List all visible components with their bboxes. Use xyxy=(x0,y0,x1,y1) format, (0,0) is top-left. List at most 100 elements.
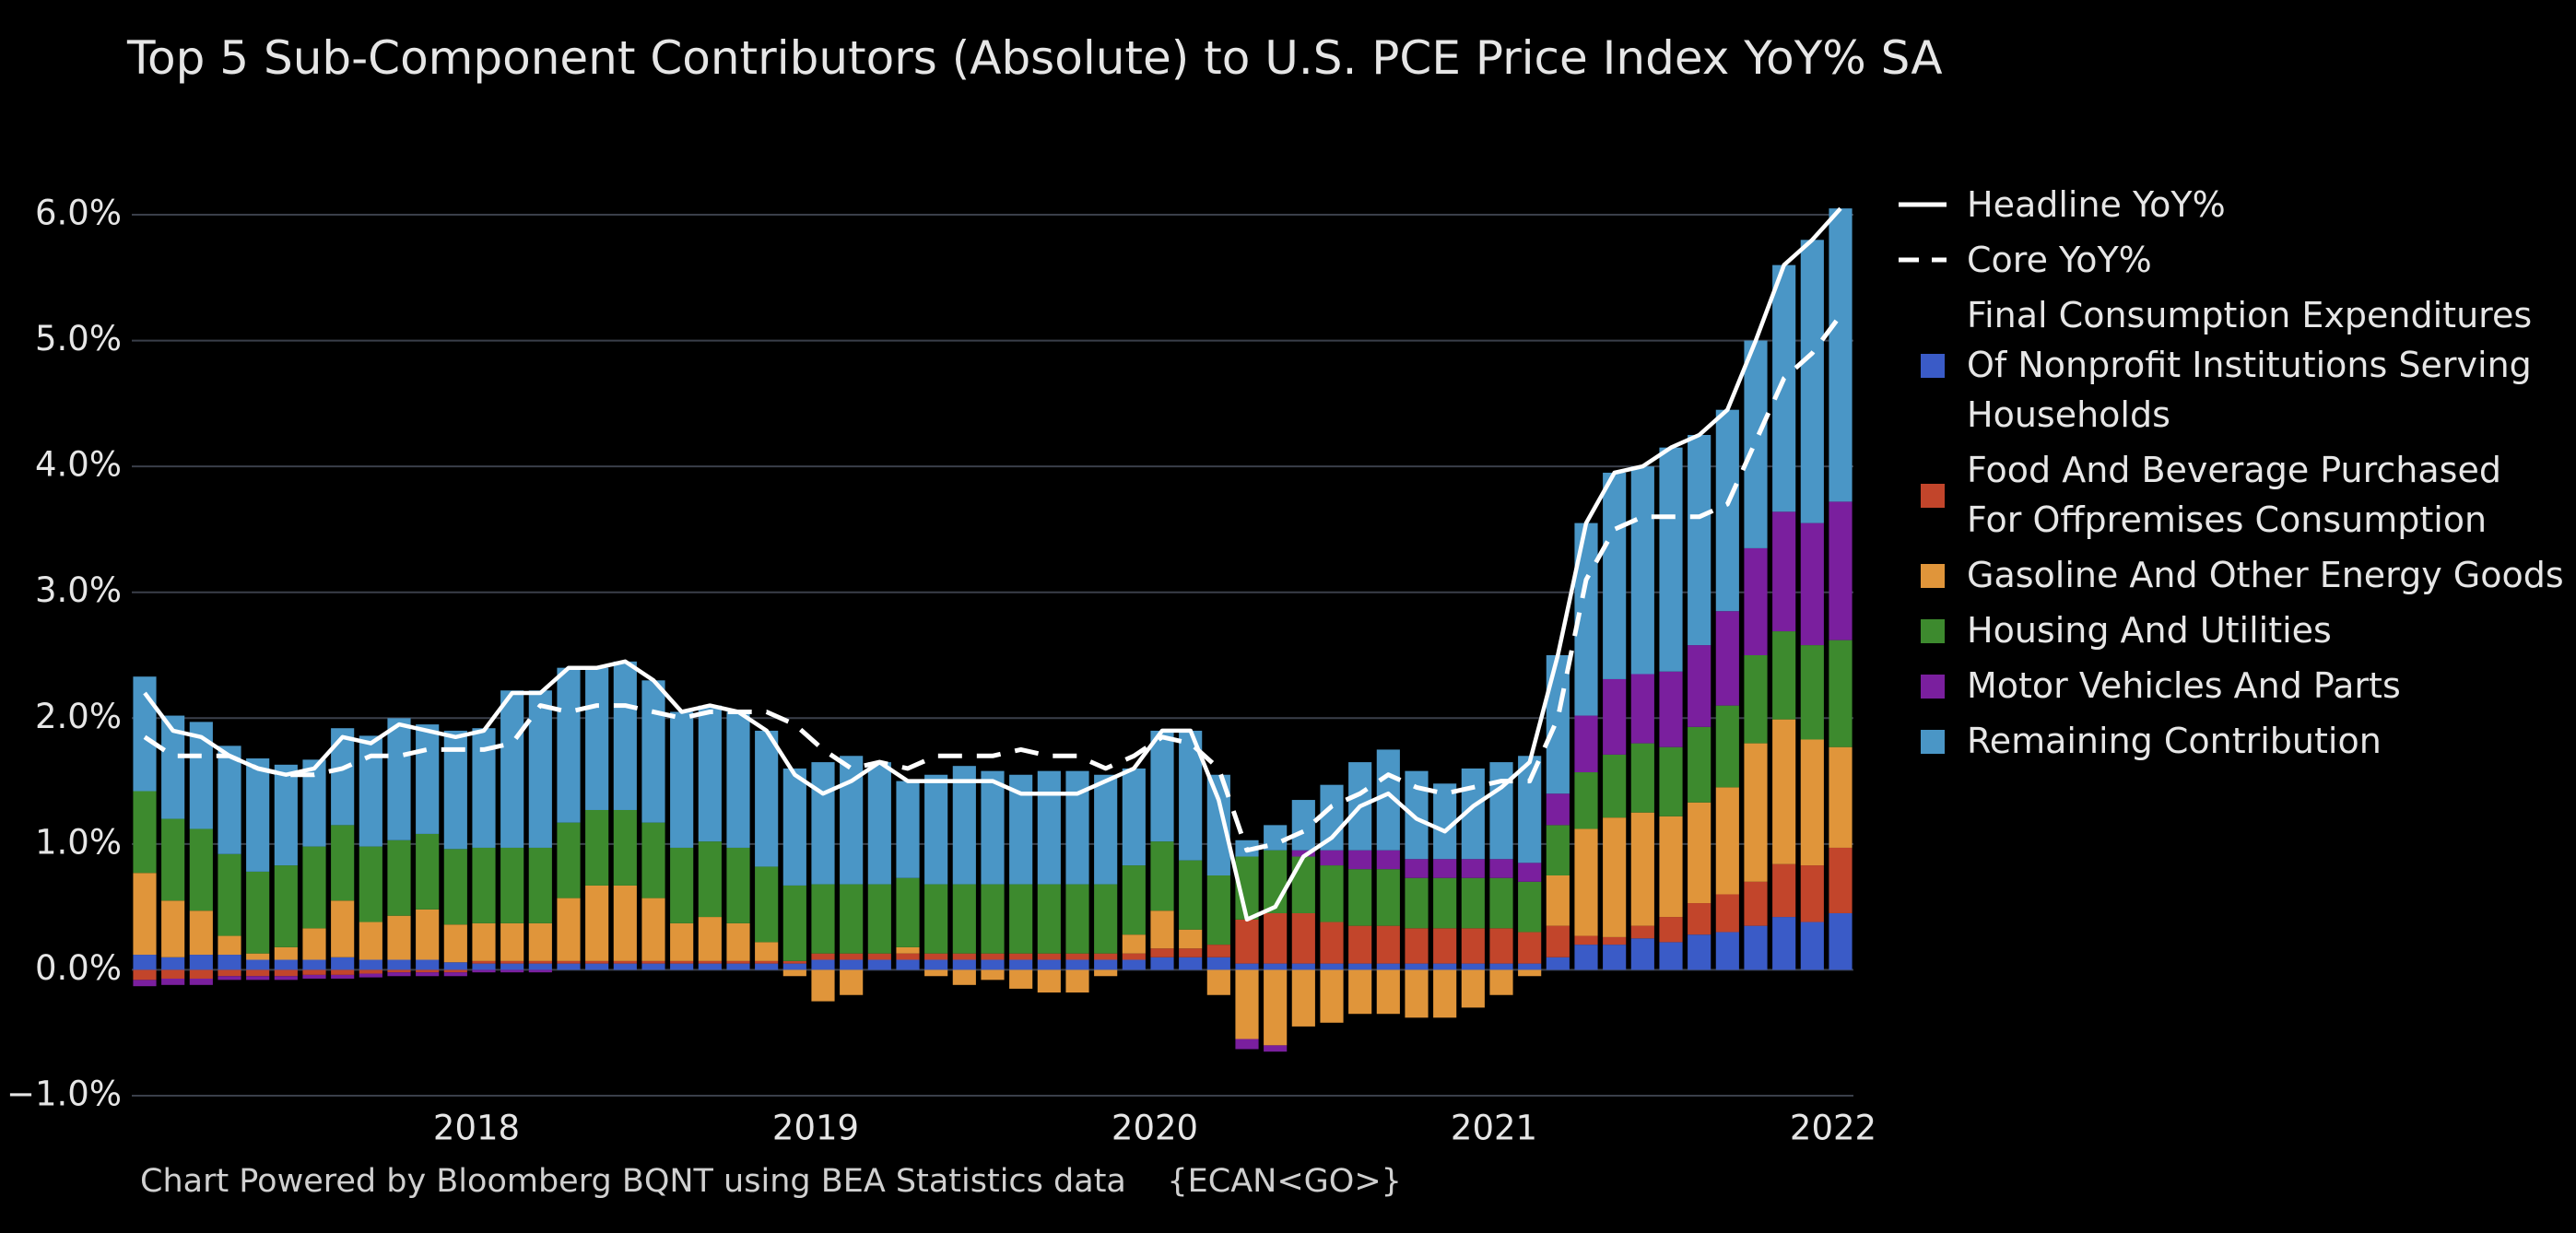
bar-segment xyxy=(443,962,467,970)
y-tick-label: 2.0% xyxy=(35,697,122,736)
bar-segment xyxy=(1179,860,1203,930)
bar-segment xyxy=(133,969,157,981)
bar-segment xyxy=(359,969,382,974)
bar-segment xyxy=(1291,912,1315,964)
y-tick-label: 6.0% xyxy=(35,194,122,233)
bar-segment xyxy=(867,884,891,954)
bar-segment xyxy=(189,828,213,911)
bar-segment xyxy=(528,960,552,964)
bar-segment xyxy=(1546,925,1570,957)
bar-segment xyxy=(1800,645,1824,740)
bar-segment xyxy=(782,963,806,970)
legend-label: Housing And Utilities xyxy=(1967,610,2332,651)
bar-segment xyxy=(1603,936,1627,945)
bar-segment xyxy=(1376,925,1400,964)
bar-segment xyxy=(331,969,355,975)
bar-segment xyxy=(443,924,467,963)
bar-segment xyxy=(218,955,241,970)
bar-segment xyxy=(1659,447,1683,672)
bar-segment xyxy=(331,900,355,957)
bar-segment xyxy=(500,963,524,970)
bar-segment xyxy=(1461,969,1485,1008)
bar-segment xyxy=(1291,963,1315,970)
bar-segment xyxy=(1772,719,1796,864)
bar-segment xyxy=(755,963,779,970)
bar-segment xyxy=(1264,963,1288,970)
bar-segment xyxy=(1122,865,1146,935)
bar-segment xyxy=(1546,655,1570,794)
bar-segment xyxy=(1179,929,1203,949)
bar-segment xyxy=(840,953,864,960)
bar-segment xyxy=(755,730,779,867)
bar-segment xyxy=(952,766,976,885)
core-line xyxy=(143,313,1842,853)
bar-segment xyxy=(1405,877,1429,929)
bar-segment xyxy=(1376,869,1400,926)
bar-segment xyxy=(840,969,864,995)
bar-segment xyxy=(161,900,185,957)
bar-segment xyxy=(1037,884,1061,954)
bar-segment xyxy=(246,969,270,977)
bar-segment xyxy=(1518,932,1542,964)
bar-segment xyxy=(500,960,524,964)
bar-segment xyxy=(1518,756,1542,863)
bar-segment xyxy=(1037,969,1061,993)
bar-segment xyxy=(1630,812,1654,926)
bar-segment xyxy=(218,976,241,981)
bar-segment xyxy=(811,953,835,960)
source-note: Chart Powered by Bloomberg BQNT using BE… xyxy=(140,1163,1402,1200)
bar-segment xyxy=(1659,746,1683,816)
bar-segment xyxy=(1206,969,1230,995)
bar-segment xyxy=(274,976,298,981)
bar-segment xyxy=(528,847,552,923)
bar-segment xyxy=(1009,884,1033,954)
bar-segment xyxy=(1829,501,1853,640)
bar-segment xyxy=(557,960,581,964)
bar-segment xyxy=(528,963,552,970)
legend-swatch xyxy=(1899,202,1947,207)
legend-label: Headline YoY% xyxy=(1967,184,2226,225)
bar-segment xyxy=(896,781,920,878)
bar-segment xyxy=(726,960,750,964)
bar-segment xyxy=(387,959,411,970)
bar-segment xyxy=(387,972,411,977)
bar-segment xyxy=(1150,957,1174,970)
bar-segment xyxy=(1489,877,1513,929)
bar-segment xyxy=(952,969,976,985)
bar-segment xyxy=(1122,953,1146,960)
bar-segment xyxy=(1348,850,1372,870)
bar-segment xyxy=(1094,959,1118,970)
bar-segment xyxy=(1603,754,1627,818)
x-tick-label: 2022 xyxy=(1790,1109,1876,1148)
bar-segment xyxy=(1348,963,1372,970)
bar-segment xyxy=(1433,783,1457,860)
bar-segment xyxy=(867,959,891,970)
bar-segment xyxy=(1659,816,1683,918)
bar-segment xyxy=(528,922,552,961)
legend-label: Core YoY% xyxy=(1967,240,2152,280)
bar-segment xyxy=(840,959,864,970)
legend-square xyxy=(1921,675,1945,699)
bar-segment xyxy=(782,960,806,964)
bar-segment xyxy=(1715,787,1739,895)
bar-segment xyxy=(726,922,750,961)
bar-segment xyxy=(1094,953,1118,960)
legend-swatch xyxy=(1921,564,1945,588)
bar-segment xyxy=(952,884,976,954)
bar-segment xyxy=(1800,865,1824,922)
bar-segment xyxy=(896,877,920,947)
bar-segment xyxy=(613,960,637,964)
bar-segment xyxy=(670,960,694,964)
legend-square xyxy=(1921,354,1945,378)
bar-segment xyxy=(528,690,552,848)
legend-swatch xyxy=(1921,675,1945,699)
legend-swatch-box xyxy=(1897,191,1947,218)
bar-segment xyxy=(1489,963,1513,970)
bar-segment xyxy=(246,953,270,960)
bar-segment xyxy=(867,953,891,960)
bar-segment xyxy=(1574,828,1598,936)
legend-swatch xyxy=(1921,730,1945,754)
bar-segment xyxy=(896,959,920,970)
bar-segment xyxy=(1037,959,1061,970)
bar-segment xyxy=(1291,969,1315,1027)
